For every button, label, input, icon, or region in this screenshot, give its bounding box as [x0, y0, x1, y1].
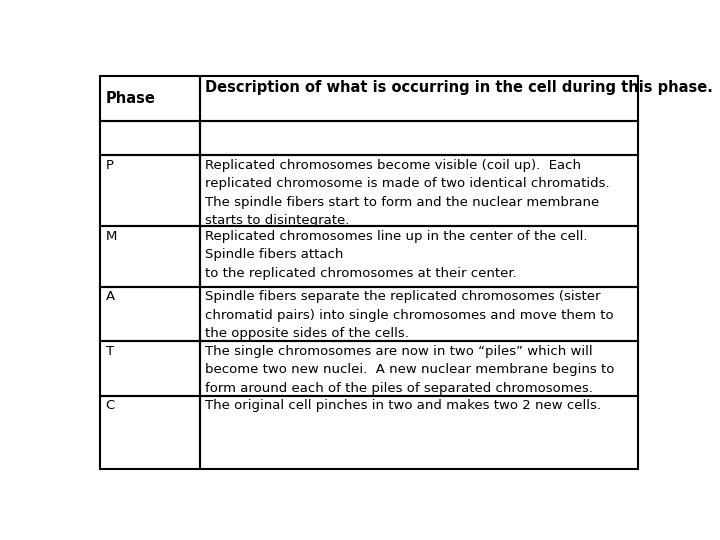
Bar — [199, 77, 638, 122]
Text: M: M — [106, 230, 117, 242]
Text: Phase: Phase — [106, 91, 156, 106]
Text: Description of what is occurring in the cell during this phase.: Description of what is occurring in the … — [205, 80, 713, 94]
Bar — [199, 396, 638, 469]
Bar — [100, 226, 199, 287]
Bar — [100, 396, 199, 469]
Bar — [100, 341, 199, 396]
Bar — [199, 122, 638, 156]
Bar — [100, 122, 199, 156]
Bar — [199, 226, 638, 287]
Text: The single chromosomes are now in two “piles” which will
become two new nuclei. : The single chromosomes are now in two “p… — [205, 345, 614, 395]
Text: A: A — [106, 290, 114, 303]
Bar — [199, 287, 638, 341]
Text: Spindle fibers separate the replicated chromosomes (sister
chromatid pairs) into: Spindle fibers separate the replicated c… — [205, 290, 613, 340]
Text: Replicated chromosomes become visible (coil up).  Each
replicated chromosome is : Replicated chromosomes become visible (c… — [205, 159, 610, 227]
Text: C: C — [106, 399, 115, 412]
Text: Replicated chromosomes line up in the center of the cell.
Spindle fibers attach
: Replicated chromosomes line up in the ce… — [205, 230, 588, 280]
Bar — [199, 156, 638, 226]
Text: P: P — [106, 159, 114, 172]
Bar — [100, 77, 199, 122]
Bar — [100, 156, 199, 226]
Bar — [199, 341, 638, 396]
Text: T: T — [106, 345, 114, 357]
Bar — [100, 287, 199, 341]
Text: The original cell pinches in two and makes two 2 new cells.: The original cell pinches in two and mak… — [205, 399, 601, 412]
